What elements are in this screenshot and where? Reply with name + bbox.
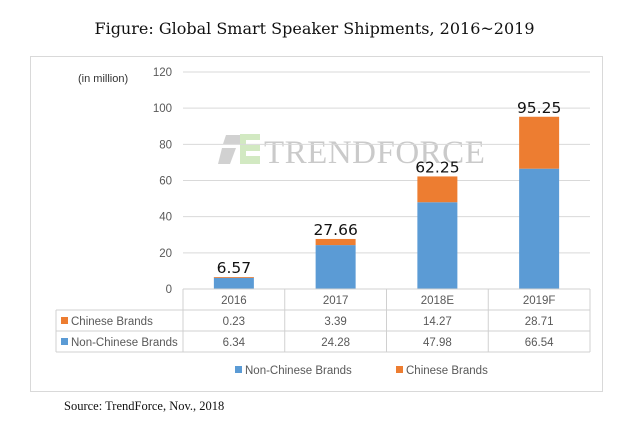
- bar-chinese-2017: [315, 238, 356, 246]
- table-row-label: Chinese Brands: [71, 316, 153, 328]
- y-tick-label: 80: [159, 139, 172, 151]
- y-axis-label: (in million): [78, 73, 128, 85]
- table-cell: 28.71: [525, 316, 554, 328]
- trendforce-watermark: TRENDFORCE: [218, 134, 485, 171]
- y-tick-label: 120: [153, 67, 172, 79]
- table-legend-key: [61, 317, 68, 324]
- table-cell: 0.23: [223, 316, 245, 328]
- table-cell: 24.28: [321, 337, 350, 349]
- chart-title: Figure: Global Smart Speaker Shipments, …: [94, 19, 535, 38]
- x-tick-label: 2019F: [523, 295, 556, 307]
- bar-chinese-2018E: [417, 176, 458, 203]
- bar-non-chinese-2018E: [417, 202, 458, 289]
- bar-chinese-2016: [213, 277, 254, 278]
- x-tick-label: 2018E: [421, 295, 455, 307]
- y-tick-label: 60: [159, 176, 172, 188]
- y-tick-label: 40: [159, 212, 172, 224]
- chart-frame: [30, 56, 603, 392]
- legend-label: Non-Chinese Brands: [245, 365, 352, 377]
- x-tick-label: 2016: [221, 295, 247, 307]
- table-cell: 6.34: [223, 337, 246, 349]
- bar-chinese-2019F: [519, 116, 560, 169]
- total-label-2018E: 62.25: [415, 158, 459, 176]
- total-label-2016: 6.57: [217, 259, 252, 277]
- y-tick-label: 100: [153, 103, 172, 115]
- bar-non-chinese-2019F: [519, 168, 560, 289]
- table-cell: 14.27: [423, 316, 452, 328]
- trendforce-logo-icon: [218, 134, 260, 164]
- y-tick-label: 0: [166, 284, 172, 296]
- legend-label: Chinese Brands: [406, 365, 488, 377]
- y-tick-label: 20: [159, 248, 172, 260]
- legend-key: [235, 366, 242, 373]
- table-cell: 3.39: [324, 316, 346, 328]
- table-legend-key: [61, 338, 68, 345]
- table-cell: 47.98: [423, 337, 452, 349]
- bar-non-chinese-2017: [315, 245, 356, 289]
- table-cell: 66.54: [525, 337, 554, 349]
- watermark-text: TRENDFORCE: [264, 135, 485, 171]
- total-label-2017: 27.66: [313, 221, 357, 239]
- total-label-2019F: 95.25: [517, 99, 561, 117]
- x-tick-label: 2017: [323, 295, 349, 307]
- table-row-label: Non-Chinese Brands: [71, 337, 178, 349]
- source-note: Source: TrendForce, Nov., 2018: [64, 399, 225, 413]
- bar-non-chinese-2016: [213, 277, 254, 289]
- legend-key: [396, 366, 403, 373]
